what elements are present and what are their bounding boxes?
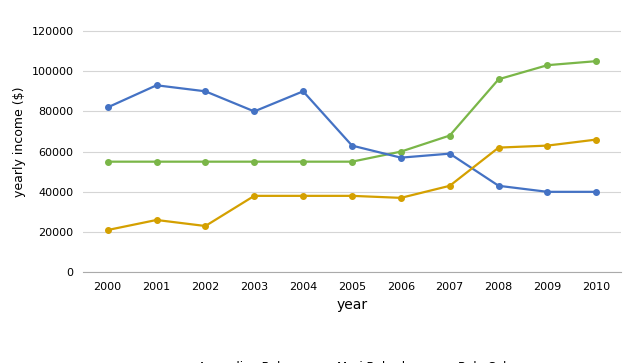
Mari Bakeshop	[446, 151, 454, 156]
Amandine Bakery	[348, 159, 356, 164]
Bolo Cakery	[446, 184, 454, 188]
Y-axis label: yearly income ($): yearly income ($)	[13, 86, 26, 197]
Amandine Bakery	[593, 59, 600, 63]
Mari Bakeshop	[495, 184, 502, 188]
Mari Bakeshop	[202, 89, 209, 94]
Amandine Bakery	[446, 133, 454, 138]
Amandine Bakery	[397, 150, 404, 154]
Bolo Cakery	[300, 194, 307, 198]
Line: Mari Bakeshop: Mari Bakeshop	[105, 82, 599, 195]
Bolo Cakery	[250, 194, 258, 198]
Amandine Bakery	[104, 159, 111, 164]
X-axis label: year: year	[337, 298, 367, 311]
Bolo Cakery	[397, 196, 404, 200]
Bolo Cakery	[495, 146, 502, 150]
Line: Amandine Bakery: Amandine Bakery	[105, 58, 599, 164]
Mari Bakeshop	[300, 89, 307, 94]
Mari Bakeshop	[153, 83, 161, 87]
Bolo Cakery	[348, 194, 356, 198]
Mari Bakeshop	[397, 155, 404, 160]
Bolo Cakery	[593, 137, 600, 142]
Line: Bolo Cakery: Bolo Cakery	[105, 137, 599, 233]
Amandine Bakery	[250, 159, 258, 164]
Mari Bakeshop	[250, 109, 258, 114]
Mari Bakeshop	[543, 189, 551, 194]
Mari Bakeshop	[104, 105, 111, 110]
Bolo Cakery	[104, 228, 111, 232]
Amandine Bakery	[300, 159, 307, 164]
Legend: Amandine Bakery, Mari Bakeshop, Bolo Cakery: Amandine Bakery, Mari Bakeshop, Bolo Cak…	[171, 356, 533, 363]
Amandine Bakery	[543, 63, 551, 68]
Amandine Bakery	[202, 159, 209, 164]
Bolo Cakery	[153, 218, 161, 222]
Bolo Cakery	[202, 224, 209, 228]
Mari Bakeshop	[593, 189, 600, 194]
Amandine Bakery	[495, 77, 502, 81]
Bolo Cakery	[543, 143, 551, 148]
Mari Bakeshop	[348, 143, 356, 148]
Amandine Bakery	[153, 159, 161, 164]
